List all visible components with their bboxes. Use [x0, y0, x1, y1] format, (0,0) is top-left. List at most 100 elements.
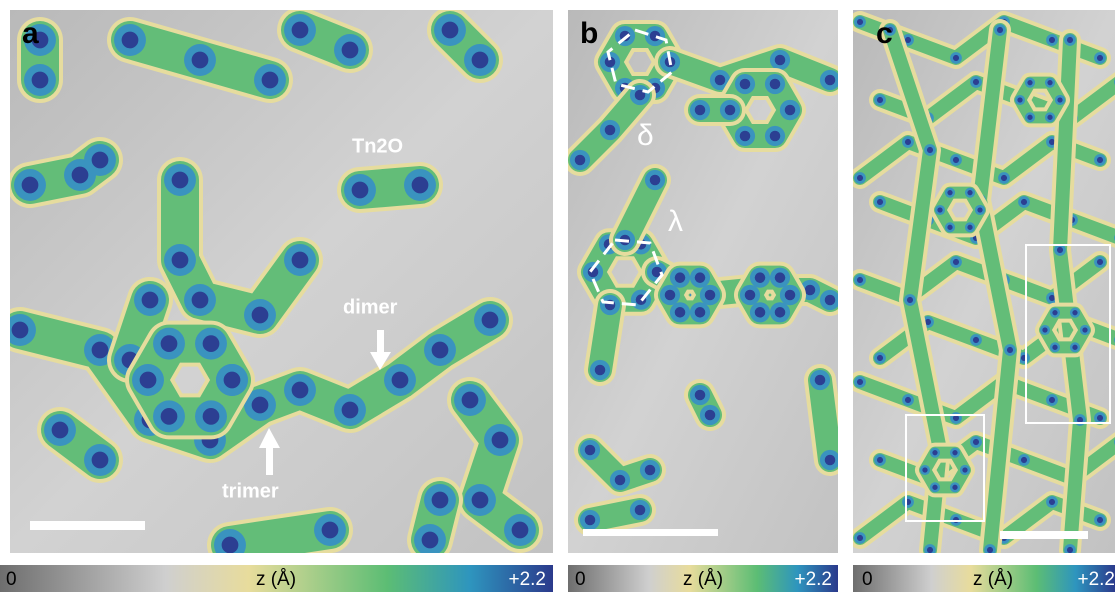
molecule-shape: [605, 125, 616, 136]
molecule-shape: [857, 175, 863, 181]
molecule-shape: [1052, 310, 1057, 315]
molecule-shape: [1057, 247, 1063, 253]
molecule-shape: [585, 515, 596, 526]
molecule-shape: [122, 32, 139, 49]
molecule-shape: [937, 207, 942, 212]
molecule-shape: [905, 397, 911, 403]
molecule-shape: [877, 199, 883, 205]
molecule-shape: [1072, 345, 1077, 350]
molecule-shape: [952, 485, 957, 490]
molecule-shape: [922, 467, 927, 472]
molecule-shape: [775, 272, 786, 283]
molecule-shape: [422, 532, 439, 549]
colorbar-min: 0: [6, 569, 17, 590]
molecule-shape: [755, 307, 766, 318]
molecule-shape: [1067, 37, 1073, 43]
molecule-shape: [292, 22, 309, 39]
molecule-shape: [650, 31, 661, 42]
molecule-shape: [1097, 517, 1103, 523]
molecule-shape: [740, 79, 751, 90]
molecule-shape: [222, 537, 239, 554]
molecule-shape: [192, 52, 209, 69]
molecule-shape: [575, 155, 586, 166]
molecule-shape: [392, 372, 409, 389]
molecule-shape: [675, 307, 686, 318]
molecule-shape: [645, 465, 656, 476]
molecule-shape: [805, 285, 816, 296]
molecule-shape: [952, 450, 957, 455]
molecule-shape: [973, 337, 979, 343]
annotation: trimer: [222, 480, 279, 502]
molecule-shape: [857, 379, 863, 385]
colorbar-label: z (Å): [683, 569, 723, 590]
molecule-shape: [92, 342, 109, 359]
molecule-shape: [953, 157, 959, 163]
molecule-shape: [947, 225, 952, 230]
molecule-shape: [1057, 97, 1062, 102]
molecule-shape: [740, 131, 751, 142]
molecule-shape: [705, 290, 716, 301]
molecule-shape: [32, 72, 49, 89]
molecule-shape: [987, 547, 993, 553]
molecule-shape: [1049, 397, 1055, 403]
molecule-shape: [462, 392, 479, 409]
molecule-shape: [12, 322, 29, 339]
molecule-shape: [203, 408, 220, 425]
molecule-shape: [342, 402, 359, 419]
molecule-shape: [92, 152, 109, 169]
molecule-shape: [472, 52, 489, 69]
molecule-shape: [142, 292, 159, 309]
molecule-shape: [1017, 97, 1022, 102]
molecule-shape: [322, 522, 339, 539]
annotation: Tn2O: [352, 135, 403, 157]
molecule-shape: [905, 37, 911, 43]
molecule-shape: [905, 139, 911, 145]
molecule-shape: [932, 450, 937, 455]
molecule-shape: [262, 72, 279, 89]
molecule-shape: [442, 22, 459, 39]
molecule-shape: [1042, 327, 1047, 332]
annotation: dimer: [343, 296, 398, 318]
colorbar-max: +2.2: [794, 569, 832, 590]
molecule-shape: [1097, 415, 1103, 421]
molecule-shape: [665, 290, 676, 301]
molecule-shape: [695, 307, 706, 318]
molecule-shape: [432, 342, 449, 359]
molecule-shape: [412, 177, 429, 194]
molecule-shape: [967, 225, 972, 230]
molecule-shape: [203, 335, 220, 352]
molecule-shape: [877, 457, 883, 463]
molecule-shape: [825, 295, 836, 306]
molecule-shape: [1082, 327, 1087, 332]
molecule-shape: [650, 175, 661, 186]
molecule-shape: [292, 252, 309, 269]
molecule-shape: [172, 172, 189, 189]
figure: a Tn2O dimer trimer b δ λ c 0 z (Å) +2.2…: [0, 0, 1115, 592]
molecule-shape: [1049, 37, 1055, 43]
colorbar-max: +2.2: [508, 569, 546, 590]
molecule-shape: [785, 290, 796, 301]
molecule-shape: [877, 97, 883, 103]
molecule-shape: [695, 272, 706, 283]
molecule-shape: [857, 277, 863, 283]
molecule-shape: [857, 535, 863, 541]
panel-label: a: [22, 17, 39, 50]
molecule-shape: [512, 522, 529, 539]
colorbar-label: z (Å): [973, 569, 1013, 590]
molecule-shape: [927, 147, 933, 153]
molecule-shape: [745, 290, 756, 301]
molecule-shape: [973, 439, 979, 445]
molecule-shape: [820, 380, 830, 460]
molecule-shape: [161, 408, 178, 425]
molecule-shape: [932, 485, 937, 490]
molecule-shape: [1097, 55, 1103, 61]
molecule-shape: [775, 307, 786, 318]
molecule-shape: [973, 79, 979, 85]
molecule-shape: [1067, 547, 1073, 553]
panel-label: c: [876, 17, 893, 50]
panel-label: b: [580, 17, 598, 50]
molecule-shape: [695, 105, 706, 116]
molecule-shape: [161, 335, 178, 352]
molecule-shape: [1021, 457, 1027, 463]
molecule-shape: [292, 382, 309, 399]
